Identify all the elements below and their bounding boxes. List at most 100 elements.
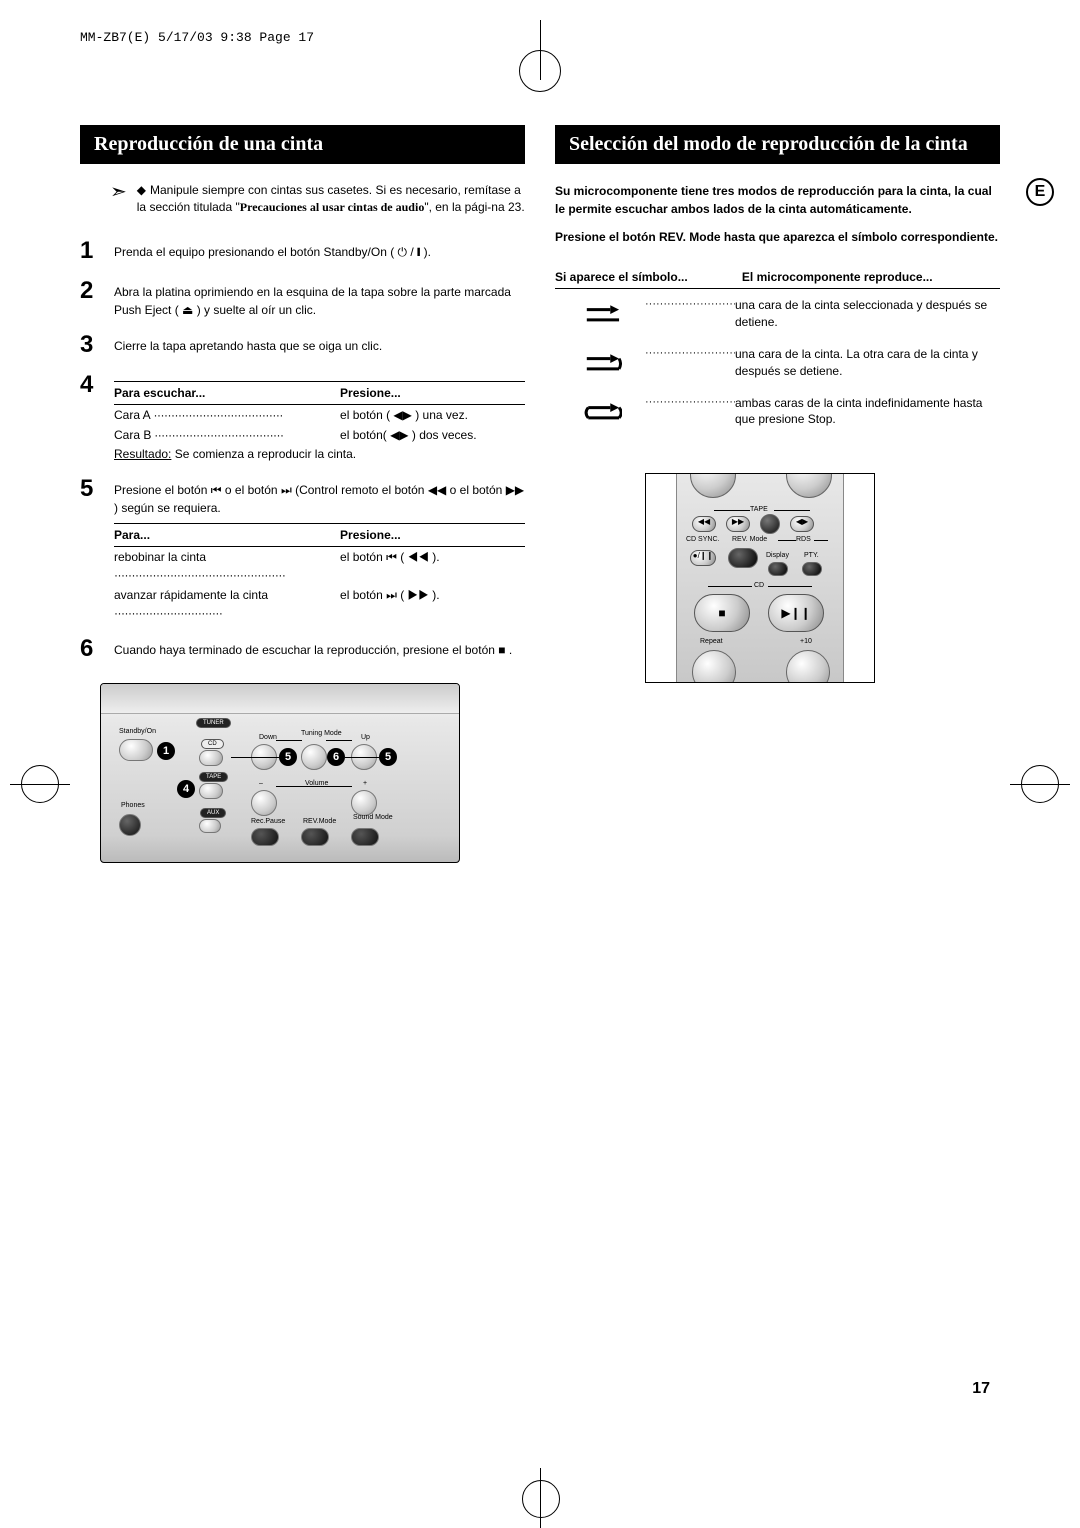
mode-one-side-icon [578, 297, 622, 331]
cell: el botón ⏭ ( ▶▶ ). [340, 586, 525, 622]
tuner-pill: TUNER [196, 718, 231, 728]
r-label-cdsync: CD SYNC. [686, 536, 719, 543]
col-hdr-2: El microcomponente reproduce... [742, 270, 1000, 284]
step-2: 2 Abra la platina oprimiendo en la esqui… [80, 277, 525, 319]
step-text: Cuando haya terminado de escuchar la rep… [114, 635, 525, 663]
step4-table: Para escuchar... Presione... Cara A ····… [114, 381, 525, 445]
aux-pill: AUX [200, 808, 226, 818]
r-label-rev: REV. Mode [732, 536, 767, 543]
r-display-btn [768, 562, 788, 576]
sym-desc: ambas caras de la cinta indefinidamente … [735, 395, 1000, 429]
next-icon: ⏭ [281, 483, 292, 497]
prev-icon: ⏮ [211, 483, 222, 497]
cell: avanzar rápidamente la cinta [114, 588, 268, 602]
tape-pill: TAPE [199, 772, 228, 782]
step5-table: Para... Presione... rebobinar la cinta ·… [114, 523, 525, 623]
step-num: 5 [80, 475, 100, 623]
left-column: Reproducción de una cinta ➣ ◆Manipule si… [80, 125, 525, 863]
r-label-plus10: +10 [800, 638, 812, 645]
cell: el botón ⏮ ( ◀◀ ). [340, 548, 525, 584]
step-text: Cierre la tapa apretando hasta que se oi… [114, 339, 382, 353]
right-p2: Presione el botón REV. Mode hasta que ap… [555, 228, 1000, 246]
label-plus: + [363, 780, 367, 787]
cd-btn [199, 750, 223, 766]
table-hdr: Presione... [340, 384, 525, 402]
callout-5a: 5 [279, 748, 297, 766]
result-label: Resultado: [114, 447, 171, 461]
label-standby: Standby/On [119, 728, 156, 735]
cell: el botón( ◀▶ ) dos veces. [340, 426, 525, 444]
steps-list: 1 Prenda el equipo presionando el botón … [80, 237, 525, 663]
r-pty-btn [802, 562, 822, 576]
step-5: 5 Presione el botón ⏮ o el botón ⏭ (Cont… [80, 475, 525, 623]
step-num: 1 [80, 237, 100, 265]
soundmode-btn [351, 828, 379, 846]
note-serif: Precauciones al usar cintas de audio [240, 200, 425, 214]
cell: Cara A [114, 408, 151, 422]
r-play: ◀▶ [790, 516, 814, 532]
callout-5b: 5 [379, 748, 397, 766]
r-playpause-btn: ▶❙❙ [768, 594, 824, 632]
table-hdr: Para escuchar... [114, 384, 340, 402]
language-badge: E [1026, 178, 1054, 206]
vol-up-btn [351, 790, 377, 816]
right-column: Selección del modo de reproducción de la… [555, 125, 1000, 863]
note-arrow-icon: ➣ [110, 182, 127, 217]
step-4: 4 Para escuchar... Presione... Cara A ··… [80, 371, 525, 463]
step-text: Abra la platina oprimiendo en la esquina… [114, 285, 511, 317]
callout-6: 6 [327, 748, 345, 766]
r-label-rds: RDS [796, 536, 811, 543]
label-down: Down [259, 734, 277, 741]
r-label-cd: CD [754, 582, 764, 589]
step-text: Prenda el equipo presionando el botón St… [114, 245, 431, 259]
label-minus: – [259, 780, 263, 787]
recpause-btn [251, 828, 279, 846]
t: ) según se requiera. [114, 501, 221, 515]
step-num: 3 [80, 331, 100, 359]
result-text: Se comienza a reproducir la cinta. [171, 447, 356, 461]
sym-desc: una cara de la cinta seleccionada y desp… [735, 297, 1000, 331]
label-revmode: REV.Mode [303, 818, 336, 825]
r-label-repeat: Repeat [700, 638, 723, 645]
crop-mark-right [1010, 764, 1070, 804]
r-rew: ◀◀ [692, 516, 716, 532]
right-p1: Su microcomponente tiene tres modos de r… [555, 182, 1000, 218]
step-3: 3 Cierre la tapa apretando hasta que se … [80, 331, 525, 359]
sym-desc: una cara de la cinta. La otra cara de la… [735, 346, 1000, 380]
crop-mark-left [10, 764, 70, 804]
symbol-row-3: ······························· ambas ca… [555, 395, 1000, 434]
step-6: 6 Cuando haya terminado de escuchar la r… [80, 635, 525, 663]
cell: Cara B [114, 428, 151, 442]
r-label-display: Display [766, 552, 789, 559]
r-stop-btn: ■ [694, 594, 750, 632]
label-phones: Phones [121, 802, 145, 809]
stop-btn [301, 744, 327, 770]
ffwd-icon: ▶▶ [506, 483, 524, 497]
intro-note: ➣ ◆Manipule siempre con cintas sus caset… [110, 182, 525, 217]
col-hdr-1: Si aparece el símbolo... [555, 270, 742, 284]
callout-1: 1 [157, 742, 175, 760]
symbol-table: Si aparece el símbolo... El microcompone… [555, 270, 1000, 433]
rew-icon: ◀◀ [428, 483, 446, 497]
note-text-2: ", en la pági-na 23. [424, 200, 524, 214]
t: o el botón [446, 483, 505, 497]
r-label-tape: TAPE [750, 506, 768, 513]
step-num: 2 [80, 277, 100, 319]
r-cdsync-btn: ●/❙❙ [690, 550, 716, 566]
cell: el botón ( ◀▶ ) una vez. [340, 406, 525, 424]
label-soundmode: Sound Mode [353, 814, 393, 821]
label-up: Up [361, 734, 370, 741]
aux-btn [199, 819, 221, 833]
symbol-row-2: ······························· una cara… [555, 346, 1000, 385]
cd-pill: CD [201, 739, 224, 749]
device-illustration: Standby/On Phones TUNER CD TAPE AUX Down… [100, 683, 460, 863]
t: (Control remoto el botón [292, 483, 428, 497]
step-1: 1 Prenda el equipo presionando el botón … [80, 237, 525, 265]
mode-both-once-icon [578, 346, 622, 380]
r-revmode-btn [728, 548, 758, 568]
phones-jack [119, 814, 141, 836]
t: o el botón [222, 483, 281, 497]
table-hdr: Presione... [340, 526, 525, 544]
revmode-btn [301, 828, 329, 846]
cell: rebobinar la cinta [114, 550, 206, 564]
